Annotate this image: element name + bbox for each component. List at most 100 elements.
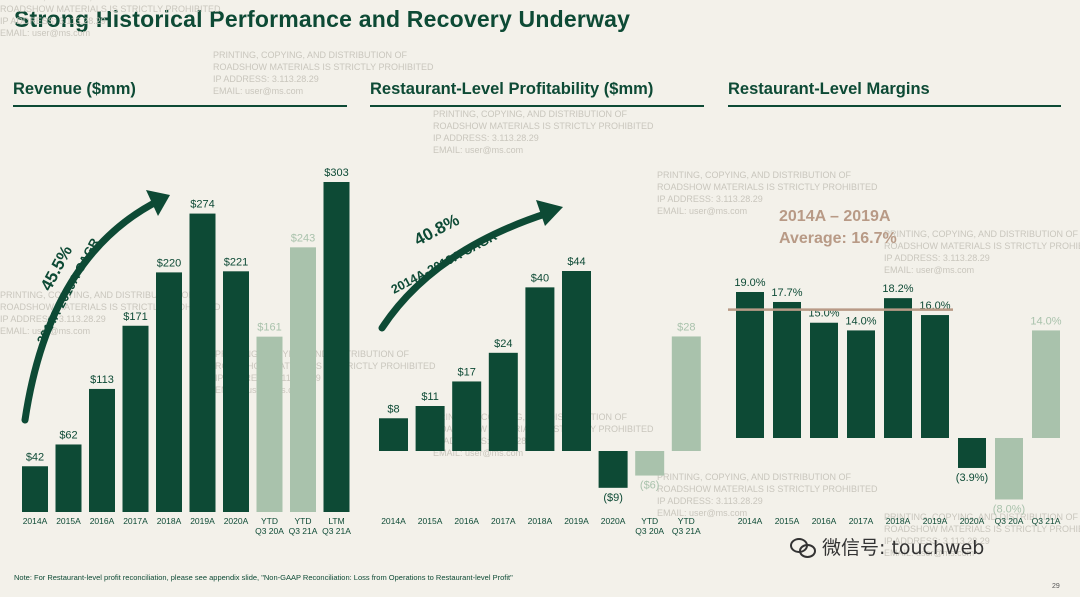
watermark-line-2-3: EMAIL: user@ms.com — [657, 206, 747, 216]
profit-cagr-label: 2014A-2019A CAGR — [389, 229, 499, 297]
tick-label-0-7-b: Q3 20A — [255, 526, 284, 536]
tick-label-0-9: LTM — [328, 516, 344, 526]
watermark-line-6-0: PRINTING, COPYING, AND DISTRIBUTION OF — [657, 472, 852, 482]
data-label-1-1: $11 — [421, 391, 439, 403]
revenue-title-rule — [13, 105, 347, 107]
bar-1-2 — [452, 381, 482, 451]
bar-1-5 — [562, 271, 591, 451]
bar-2-3 — [847, 330, 875, 438]
data-label-1-0: $8 — [387, 403, 399, 415]
data-label-1-2: $17 — [458, 366, 476, 378]
watermark-line-8-3: EMAIL: user@ms.com — [0, 28, 90, 38]
bar-2-6 — [958, 438, 986, 468]
tick-label-0-4: 2018A — [157, 516, 182, 526]
watermark-line-9-0: PRINTING, COPYING, AND DISTRIBUTION OF — [884, 512, 1079, 522]
tick-label-2-8: Q3 21A — [1032, 516, 1061, 526]
bar-0-0 — [22, 466, 48, 512]
watermark-line-6-1: ROADSHOW MATERIALS IS STRICTLY PROHIBITE… — [657, 484, 878, 494]
watermark-line-3-1: ROADSHOW MATERIALS IS STRICTLY PROHIBITE… — [0, 302, 221, 312]
watermark-line-0-1: ROADSHOW MATERIALS IS STRICTLY PROHIBITE… — [213, 62, 434, 72]
tick-label-0-6: 2020A — [224, 516, 249, 526]
tick-label-1-1: 2015A — [418, 516, 443, 526]
watermark-line-1-2: IP ADDRESS: 3.113.28.29 — [433, 133, 539, 143]
bar-0-3 — [122, 325, 149, 512]
tick-label-1-8-b: Q3 21A — [672, 526, 701, 536]
watermark-line-9-2: IP ADDRESS: 3.113.28.29 — [884, 536, 990, 546]
tick-label-0-8: YTD — [295, 516, 312, 526]
bar-2-8 — [1032, 330, 1060, 438]
page-title: Strong Historical Performance and Recove… — [14, 6, 631, 32]
data-label-0-7: $161 — [257, 322, 281, 334]
tick-label-1-6: 2020A — [601, 516, 626, 526]
tick-label-1-2: 2016A — [454, 516, 479, 526]
profit-cagr-arrowhead — [536, 200, 563, 226]
bar-0-1 — [55, 444, 82, 512]
bar-0-9 — [323, 182, 350, 512]
data-label-1-4: $40 — [531, 272, 549, 284]
bar-0-2 — [89, 388, 115, 512]
bar-0-7 — [256, 336, 283, 512]
tick-label-1-8: YTD — [678, 516, 695, 526]
bar-0-4 — [156, 272, 182, 512]
bar-1-4 — [525, 287, 555, 451]
watermark-line-8-1: ROADSHOW MATERIALS IS STRICTLY PROHIBITE… — [0, 4, 221, 14]
profit-title-rule — [370, 105, 704, 107]
watermark-line-5-2: IP ADDRESS: 3.113.28.29 — [433, 436, 539, 446]
margin-title-rule — [728, 105, 1061, 107]
bar-2-5 — [921, 315, 949, 438]
bar-2-4 — [884, 298, 912, 438]
data-label-2-8: 14.0% — [1030, 315, 1061, 327]
tick-label-1-7-b: Q3 20A — [635, 526, 664, 536]
watermark-line-9-1: ROADSHOW MATERIALS IS STRICTLY PROHIBITE… — [884, 524, 1080, 534]
profit-cagr-value: 40.8% — [411, 210, 462, 249]
margin-average-value: Average: 16.7% — [779, 230, 897, 247]
data-label-2-1: 17.7% — [771, 287, 802, 299]
data-label-0-0: $42 — [26, 451, 44, 463]
bar-1-6 — [598, 451, 628, 488]
watermark-line-1-0: PRINTING, COPYING, AND DISTRIBUTION OF — [433, 109, 628, 119]
margin-average-title: 2014A – 2019A — [779, 208, 891, 225]
watermark-line-7-2: IP ADDRESS: 3.113.28.29 — [884, 253, 990, 263]
margin-chart: 19.0%2014A17.7%2015A15.0%2016A14.0%2017A… — [728, 277, 1062, 526]
tick-label-2-1: 2015A — [775, 516, 800, 526]
watermark-line-8-2: IP ADDRESS: 3.113.28.29 — [0, 16, 106, 26]
data-label-0-8: $243 — [291, 232, 315, 244]
tick-label-2-2: 2016A — [812, 516, 837, 526]
data-label-2-3: 14.0% — [845, 315, 876, 327]
watermark-line-0-0: PRINTING, COPYING, AND DISTRIBUTION OF — [213, 50, 408, 60]
bar-0-8 — [290, 247, 316, 512]
data-label-0-9: $303 — [324, 167, 348, 179]
page-number: 29 — [1052, 583, 1060, 590]
tick-label-0-1: 2015A — [56, 516, 81, 526]
tick-label-2-6: 2020A — [960, 516, 985, 526]
watermark-line-6-2: IP ADDRESS: 3.113.28.29 — [657, 496, 763, 506]
data-label-1-7: ($6) — [640, 480, 660, 492]
watermark-line-9-3: EMAIL: user@ms.com — [884, 548, 974, 558]
tick-label-0-9-b: Q3 21A — [322, 526, 351, 536]
tick-label-1-0: 2014A — [381, 516, 406, 526]
data-label-2-0: 19.0% — [734, 277, 765, 289]
tick-label-2-5: 2019A — [923, 516, 948, 526]
tick-label-2-3: 2017A — [849, 516, 874, 526]
data-label-1-3: $24 — [494, 338, 512, 350]
watermark-line-0-3: EMAIL: user@ms.com — [213, 86, 303, 96]
bar-1-0 — [379, 418, 408, 451]
tick-label-0-7: YTD — [261, 516, 278, 526]
revenue-panel-title: Revenue ($mm) — [13, 80, 136, 98]
tick-label-2-4: 2018A — [886, 516, 911, 526]
watermark-line-1-1: ROADSHOW MATERIALS IS STRICTLY PROHIBITE… — [433, 121, 654, 131]
bar-0-5 — [189, 213, 216, 512]
wechat-text: 微信号: touchweb — [822, 537, 985, 559]
tick-label-0-2: 2016A — [90, 516, 115, 526]
data-label-1-6: ($9) — [603, 492, 623, 504]
revenue-chart: $42 2014A $62 2015A $113 2016A $171 2017A $220 20… — [22, 167, 351, 536]
watermark-line-7-0: PRINTING, COPYING, AND DISTRIBUTION OF — [884, 229, 1079, 239]
tick-label-2-0: 2014A — [738, 516, 763, 526]
watermark-line-2-2: IP ADDRESS: 3.113.28.29 — [657, 194, 763, 204]
wechat-watermark: 微信号: touchweb — [790, 533, 984, 560]
watermark-line-7-3: EMAIL: user@ms.com — [884, 265, 974, 275]
profit-cagr-arrow — [378, 209, 552, 332]
data-label-2-4: 18.2% — [882, 283, 913, 295]
profit-panel-title: Restaurant-Level Profitability ($mm) — [370, 80, 654, 98]
